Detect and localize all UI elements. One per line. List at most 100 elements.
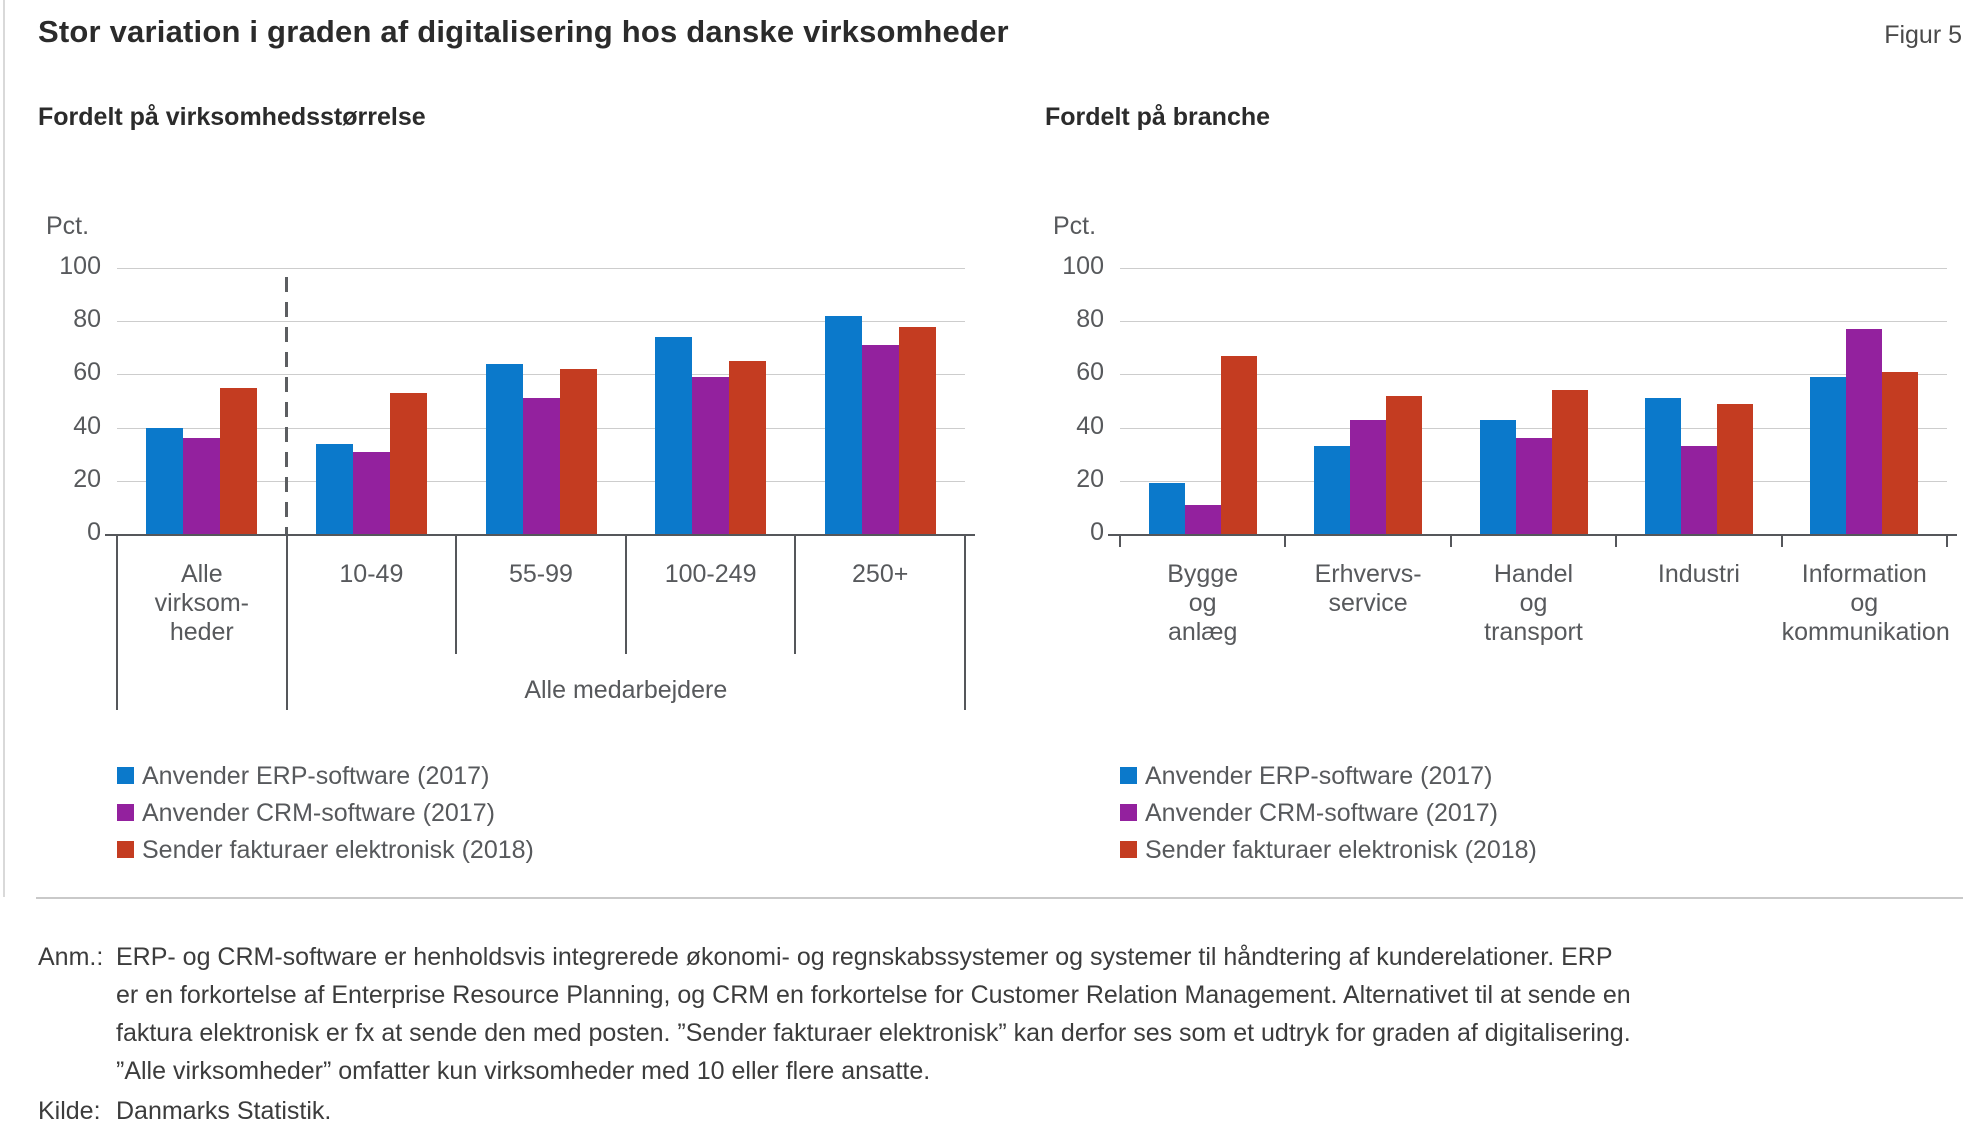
gridline [117,268,965,269]
bar [824,315,862,534]
figure-number-label: Figur 5 [1884,21,1962,49]
note-row: Anm.: ERP- og CRM-software er henholdsvi… [38,938,1631,1090]
gridline [1120,374,1947,376]
bar [485,363,523,534]
legend-item: Anvender CRM-software (2017) [1120,799,1927,829]
x-axis-tick [1284,534,1287,547]
x-axis-line [105,534,975,536]
y-axis-unit-label: Pct. [1053,212,1097,240]
bar [692,377,730,534]
category-bracket-line [964,534,966,710]
legend-item: Anvender ERP-software (2017) [117,762,945,792]
x-axis-tick [1780,534,1783,547]
legend-item: Anvender CRM-software (2017) [117,799,945,829]
source-text: Danmarks Statistik. [116,1092,331,1122]
y-axis-tick-label: 80 [1076,305,1104,334]
category-bracket-line [285,534,288,710]
axis-divider-dashed-line [285,277,289,534]
chart-by-company-size: Pct. 100 80 60 40 20 0 Alle virksom- heder 10-49… [38,200,978,890]
bar [898,326,936,534]
category-separator-line [455,534,458,654]
y-axis-tick-label: 100 [1062,252,1104,280]
gridline [1120,268,1947,269]
legend-label: Sender fakturaer elektronisk (2018) [142,836,534,864]
source-label: Kilde: [38,1097,101,1122]
category-separator-line [794,534,797,654]
note-line: faktura elektronisk er fx at sende den m… [116,1019,1631,1047]
footer-divider [36,897,1963,899]
legend-color-swatch [1120,841,1137,858]
y-axis-unit-label: Pct. [46,212,90,240]
x-axis-category-label: 10-49 [339,560,404,588]
bar [389,393,427,534]
x-axis-line [1108,534,1957,536]
bar [315,443,353,534]
legend-label: Sender fakturaer elektronisk (2018) [1145,836,1537,864]
chart-subtitle-industry: Fordelt på branche [1045,103,1271,131]
bar [220,387,258,534]
bar [1350,419,1387,534]
figure-title: Stor variation i graden af digitaliserin… [38,14,1009,49]
bar [1515,438,1552,534]
x-axis-tick [1946,534,1948,547]
bar [1680,446,1717,534]
legend-color-swatch [117,841,134,858]
page-left-rule [3,0,5,897]
legend-item: Sender fakturaer elektronisk (2018) [117,836,945,866]
bar [183,438,221,534]
note-label: Anm.: [38,943,104,971]
legend-color-swatch [1120,804,1137,821]
source-row: Kilde: Danmarks Statistik. [38,1092,1631,1122]
gridline [117,321,965,323]
group-bracket-label: Alle medarbejdere [524,676,728,704]
x-axis-category-label: Handel og transport [1484,560,1583,646]
note-line: er en forkortelse af Enterprise Resource… [116,981,1631,1009]
x-axis-category-label: Alle virksom- heder [154,560,250,646]
bar [1644,398,1681,534]
y-axis-tick-label: 40 [1076,411,1104,440]
bar [1479,419,1516,534]
bar [522,398,560,534]
x-axis-category-label: 100-249 [664,560,757,588]
y-axis-tick-label: 80 [73,305,101,334]
chart-subtitle-company-size: Fordelt på virksomhedsstørrelse [38,103,426,131]
legend-color-swatch [1120,767,1137,784]
y-axis-tick-label: 100 [59,252,101,280]
legend-label: Anvender ERP-software (2017) [142,762,490,790]
y-axis-tick-label: 20 [1076,464,1104,493]
y-axis-tick-label: 0 [1090,518,1104,546]
y-axis-tick-label: 0 [87,518,101,546]
x-axis-category-label: 250+ [852,560,909,588]
x-axis-category-label: Bygge og anlæg [1167,560,1239,646]
legend-label: Anvender ERP-software (2017) [1145,762,1493,790]
y-axis-tick-label: 60 [1076,358,1104,387]
note-line: ”Alle virksomheder” omfatter kun virksom… [116,1057,931,1085]
chart-by-industry: Pct. 100 80 60 40 20 0 Bygge og anlæg Erhvervs- … [1045,200,1965,890]
x-axis-tick [1615,534,1618,547]
bar [1846,329,1883,534]
legend-item: Sender fakturaer elektronisk (2018) [1120,836,1927,866]
note-line: ERP- og CRM-software er henholdsvis inte… [116,943,1613,971]
bar [1882,371,1919,534]
y-axis-tick-label: 20 [73,464,101,493]
y-axis-tick-label: 60 [73,358,101,387]
x-axis-category-label: Erhvervs- service [1314,560,1422,617]
category-bracket-line [116,534,118,710]
bar [1314,446,1351,534]
x-axis-category-label: Industri [1657,560,1740,588]
bar [1386,395,1423,534]
category-separator-line [624,534,627,654]
legend-color-swatch [117,804,134,821]
bar [655,337,693,534]
note-text: ERP- og CRM-software er henholdsvis inte… [116,938,1631,1090]
bar [559,369,597,534]
legend-color-swatch [117,767,134,784]
x-axis-tick [1449,534,1452,547]
x-axis-tick [1119,534,1121,547]
x-axis-category-label: 55-99 [509,560,573,588]
gridline [1120,427,1947,429]
gridline [1120,321,1947,323]
bar [1551,390,1588,534]
bar [146,427,184,534]
